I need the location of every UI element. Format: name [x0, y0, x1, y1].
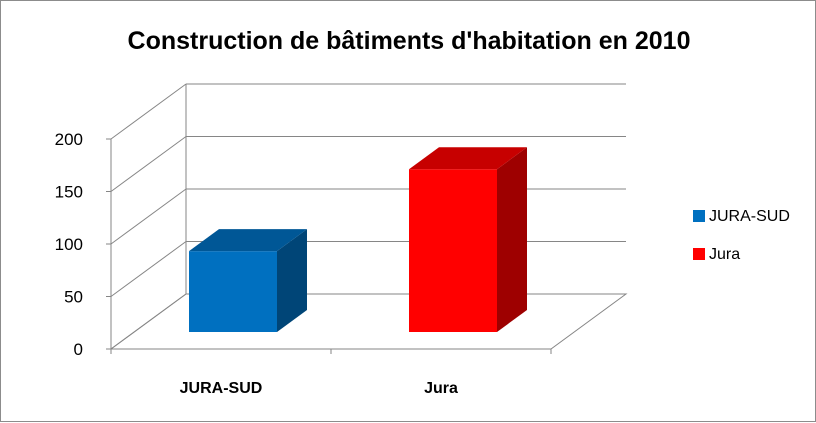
- y-tick-label: 150: [55, 183, 83, 202]
- legend: JURA-SUD Jura: [693, 208, 790, 263]
- side-wall-line: [110, 241, 187, 297]
- floor-plane: [109, 293, 628, 350]
- axes: 0 50 100 150 200 JURA-SUD Jura: [55, 83, 628, 397]
- side-wall-line: [110, 83, 187, 140]
- bars: [189, 147, 527, 332]
- legend-swatch: [693, 248, 705, 260]
- bar-jura-sud: [189, 229, 307, 332]
- x-tick-label: JURA-SUD: [180, 380, 263, 397]
- x-tick-label: Jura: [424, 380, 458, 397]
- y-tick-label: 200: [55, 130, 83, 149]
- chart-title: Construction de bâtiments d'habitation e…: [128, 27, 691, 55]
- bar-front: [189, 251, 277, 332]
- legend-label: JURA-SUD: [709, 208, 790, 225]
- y-tick-label: 50: [64, 288, 83, 307]
- bar-top: [409, 147, 527, 170]
- y-tick-label: 100: [55, 235, 83, 254]
- legend-swatch: [693, 210, 705, 222]
- bar-front: [409, 169, 497, 332]
- y-tick-label: 0: [74, 340, 83, 359]
- bar-jura: [409, 147, 527, 332]
- bar-top: [189, 229, 307, 252]
- side-wall-line: [110, 188, 187, 245]
- bar-side: [277, 229, 307, 332]
- legend-label: Jura: [709, 246, 740, 263]
- side-wall-line: [110, 136, 187, 192]
- bar-side: [497, 147, 527, 332]
